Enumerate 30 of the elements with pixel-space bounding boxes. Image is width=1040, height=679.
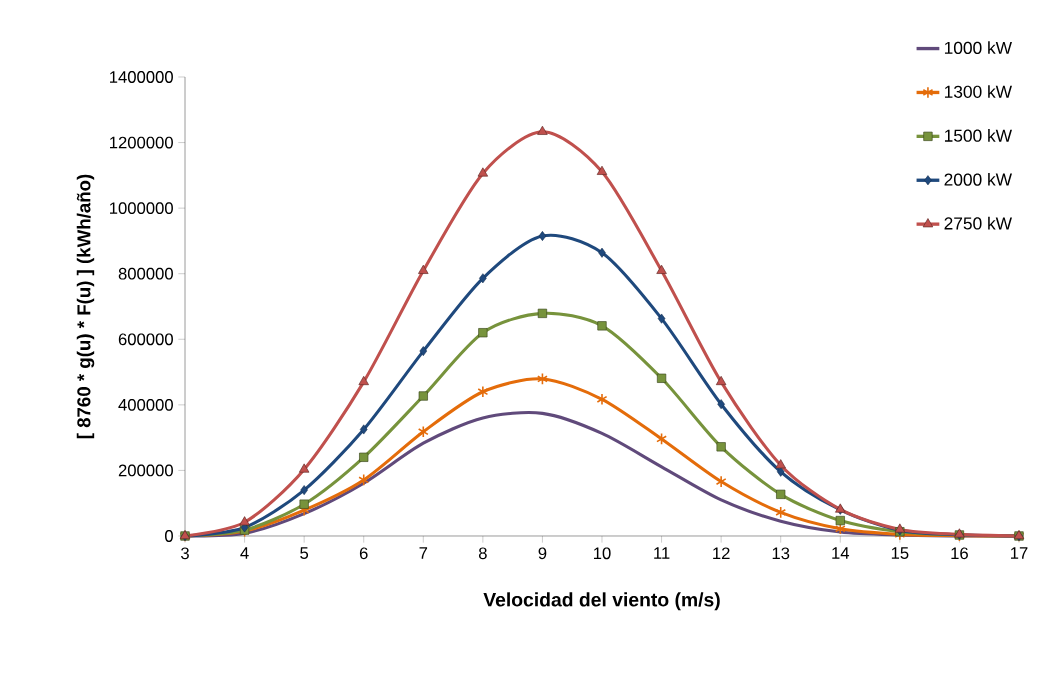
x-tick-label: 12 [713, 547, 730, 559]
y-tick-label: 1000000 [110, 202, 173, 215]
x-axis-title: Velocidad del viento (m/s) [483, 592, 720, 611]
y-tick-label: 1200000 [110, 136, 173, 149]
x-tick-label: 11 [654, 547, 670, 559]
legend-label: 1000 kW [944, 41, 1012, 55]
x-tick-label: 3 [181, 547, 189, 560]
x-tick-label: 9 [538, 547, 547, 560]
legend-label: 2000 kW [944, 172, 1012, 186]
x-tick-label: 14 [832, 547, 850, 559]
x-tick-label: 8 [478, 547, 487, 560]
y-tick-label: 200000 [118, 464, 173, 477]
legend-label: 2750 kW [944, 216, 1012, 230]
x-tick-label: 5 [300, 547, 309, 559]
y-tick-label: 600000 [118, 333, 173, 346]
x-tick-label: 6 [359, 547, 368, 560]
y-tick-label: 1400000 [110, 71, 173, 83]
y-tick-label: 400000 [118, 398, 173, 411]
y-axis-title: [ 8760 * g(u) * F(u) ] (kWh/año) [76, 174, 95, 439]
x-tick-label: 7 [419, 547, 428, 559]
x-tick-label: 13 [772, 547, 790, 560]
x-tick-label: 15 [891, 547, 909, 559]
x-tick-label: 10 [594, 547, 611, 560]
x-tick-label: 17 [1011, 547, 1028, 559]
y-tick-label: 800000 [118, 267, 173, 280]
y-tick-label: 0 [165, 530, 173, 542]
legend-label: 1300 kW [944, 85, 1012, 98]
legend-label: 1500 kW [944, 129, 1012, 142]
x-tick-label: 4 [240, 547, 249, 559]
x-tick-label: 16 [951, 547, 968, 560]
